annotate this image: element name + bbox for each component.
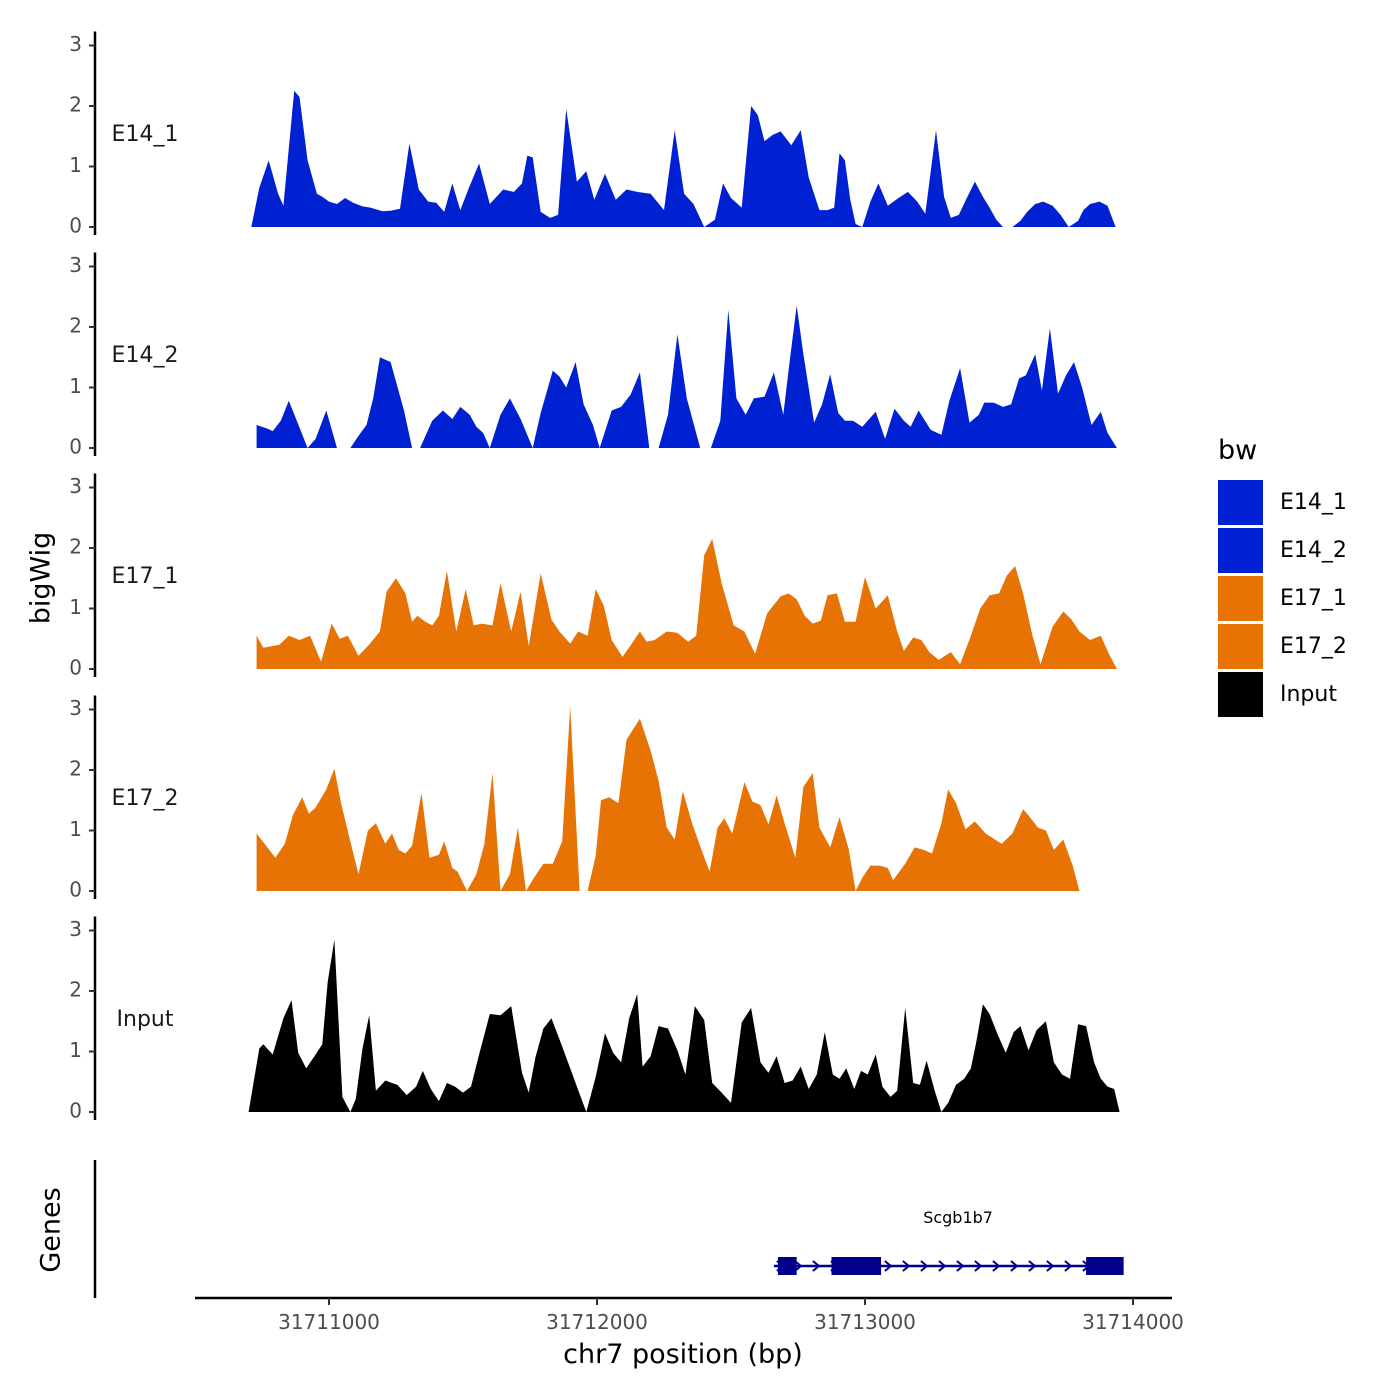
y-tick-label: 1 [69, 153, 82, 177]
area-e17-2 [256, 706, 1120, 891]
y-tick-label: 1 [69, 374, 82, 398]
x-tick-label: 31711000 [278, 1310, 380, 1334]
area-e14-1 [251, 90, 1116, 228]
y-tick-label: 1 [69, 595, 82, 619]
strand-arrow-icon [1064, 1260, 1073, 1272]
strand-arrow-icon [920, 1260, 929, 1272]
x-axis-title: chr7 position (bp) [563, 1339, 803, 1370]
x-tick-label: 31712000 [546, 1310, 648, 1334]
y-tick-label: 0 [69, 214, 82, 238]
strand-arrow-icon [884, 1260, 893, 1272]
track-input: 0 1 2 3 Input [69, 916, 1120, 1123]
y-tick-label: 3 [69, 917, 82, 941]
x-axis: chr7 position (bp) 31711000 31712000 31713… [195, 1296, 1184, 1370]
track-label: E17_1 [112, 564, 179, 589]
track-e14-1: 0 1 2 3 E14_1 [69, 31, 1116, 238]
track-label: Input [117, 1007, 174, 1032]
strand-arrow-icon [794, 1260, 803, 1272]
y-tick-label: 3 [69, 474, 82, 498]
area-e14-2 [256, 305, 1117, 448]
y-tick-label: 2 [69, 757, 82, 781]
genes-track: Genes Scgb1b7 [36, 1160, 1124, 1298]
y-tick-label: 0 [69, 656, 82, 680]
track-label: E14_2 [112, 343, 179, 368]
y-tick-label: 0 [69, 1099, 82, 1123]
legend-swatch-e14-1 [1218, 480, 1263, 525]
y-tick-label: 0 [69, 878, 82, 902]
track-label: E14_1 [112, 122, 179, 147]
x-tick-label: 31714000 [1082, 1310, 1184, 1334]
exon-block [831, 1257, 882, 1275]
y-tick-label: 0 [69, 435, 82, 459]
y-tick-label: 2 [69, 314, 82, 338]
strand-arrow-icon [956, 1260, 965, 1272]
legend-swatch-e14-2 [1218, 528, 1263, 573]
legend-label-input: Input [1280, 682, 1337, 707]
tracks-layer: 0 1 2 3 E14_1 0 1 2 3 E14_2 0 1 2 3 E17_1 0 1 2 3 E17_2 0 1 2 3… [69, 31, 1120, 1123]
x-tick-label: 31713000 [814, 1310, 916, 1334]
y-tick-label: 1 [69, 817, 82, 841]
legend-swatch-e17-1 [1218, 576, 1263, 621]
legend-title: bw [1218, 435, 1257, 466]
y-axis-title: bigWig [26, 532, 57, 625]
gene-label: Scgb1b7 [923, 1208, 993, 1227]
legend-label-e14-2: E14_2 [1280, 538, 1347, 563]
track-e14-2: 0 1 2 3 E14_2 [69, 252, 1117, 459]
area-e17-1 [256, 538, 1117, 669]
track-label: E17_2 [112, 786, 179, 811]
legend-label-e14-1: E14_1 [1280, 490, 1347, 515]
y-tick-label: 1 [69, 1038, 82, 1062]
strand-arrow-icon [938, 1260, 947, 1272]
genes-track-title: Genes [36, 1187, 67, 1272]
strand-arrow-icon [992, 1260, 1001, 1272]
y-tick-label: 2 [69, 978, 82, 1002]
y-tick-label: 2 [69, 535, 82, 559]
track-e17-1: 0 1 2 3 E17_1 [69, 473, 1117, 680]
area-input [248, 939, 1120, 1112]
track-e17-2: 0 1 2 3 E17_2 [69, 695, 1120, 902]
legend-label-e17-2: E17_2 [1280, 634, 1347, 659]
strand-arrow-icon [1028, 1260, 1037, 1272]
legend-swatch-e17-2 [1218, 624, 1263, 669]
legend-label-e17-1: E17_1 [1280, 586, 1347, 611]
exon-block [1086, 1257, 1124, 1275]
strand-arrow-icon [974, 1260, 983, 1272]
y-tick-label: 2 [69, 93, 82, 117]
legend: bw E14_1 E14_2 E17_1 E17_2 Input [1218, 435, 1347, 717]
strand-arrow-icon [1046, 1260, 1055, 1272]
y-tick-label: 3 [69, 696, 82, 720]
legend-swatch-input [1218, 672, 1263, 717]
y-tick-label: 3 [69, 253, 82, 277]
strand-arrow-icon [1010, 1260, 1019, 1272]
y-tick-label: 3 [69, 32, 82, 56]
strand-arrow-icon [812, 1260, 821, 1272]
exon-block [777, 1257, 797, 1275]
strand-arrow-icon [902, 1260, 911, 1272]
